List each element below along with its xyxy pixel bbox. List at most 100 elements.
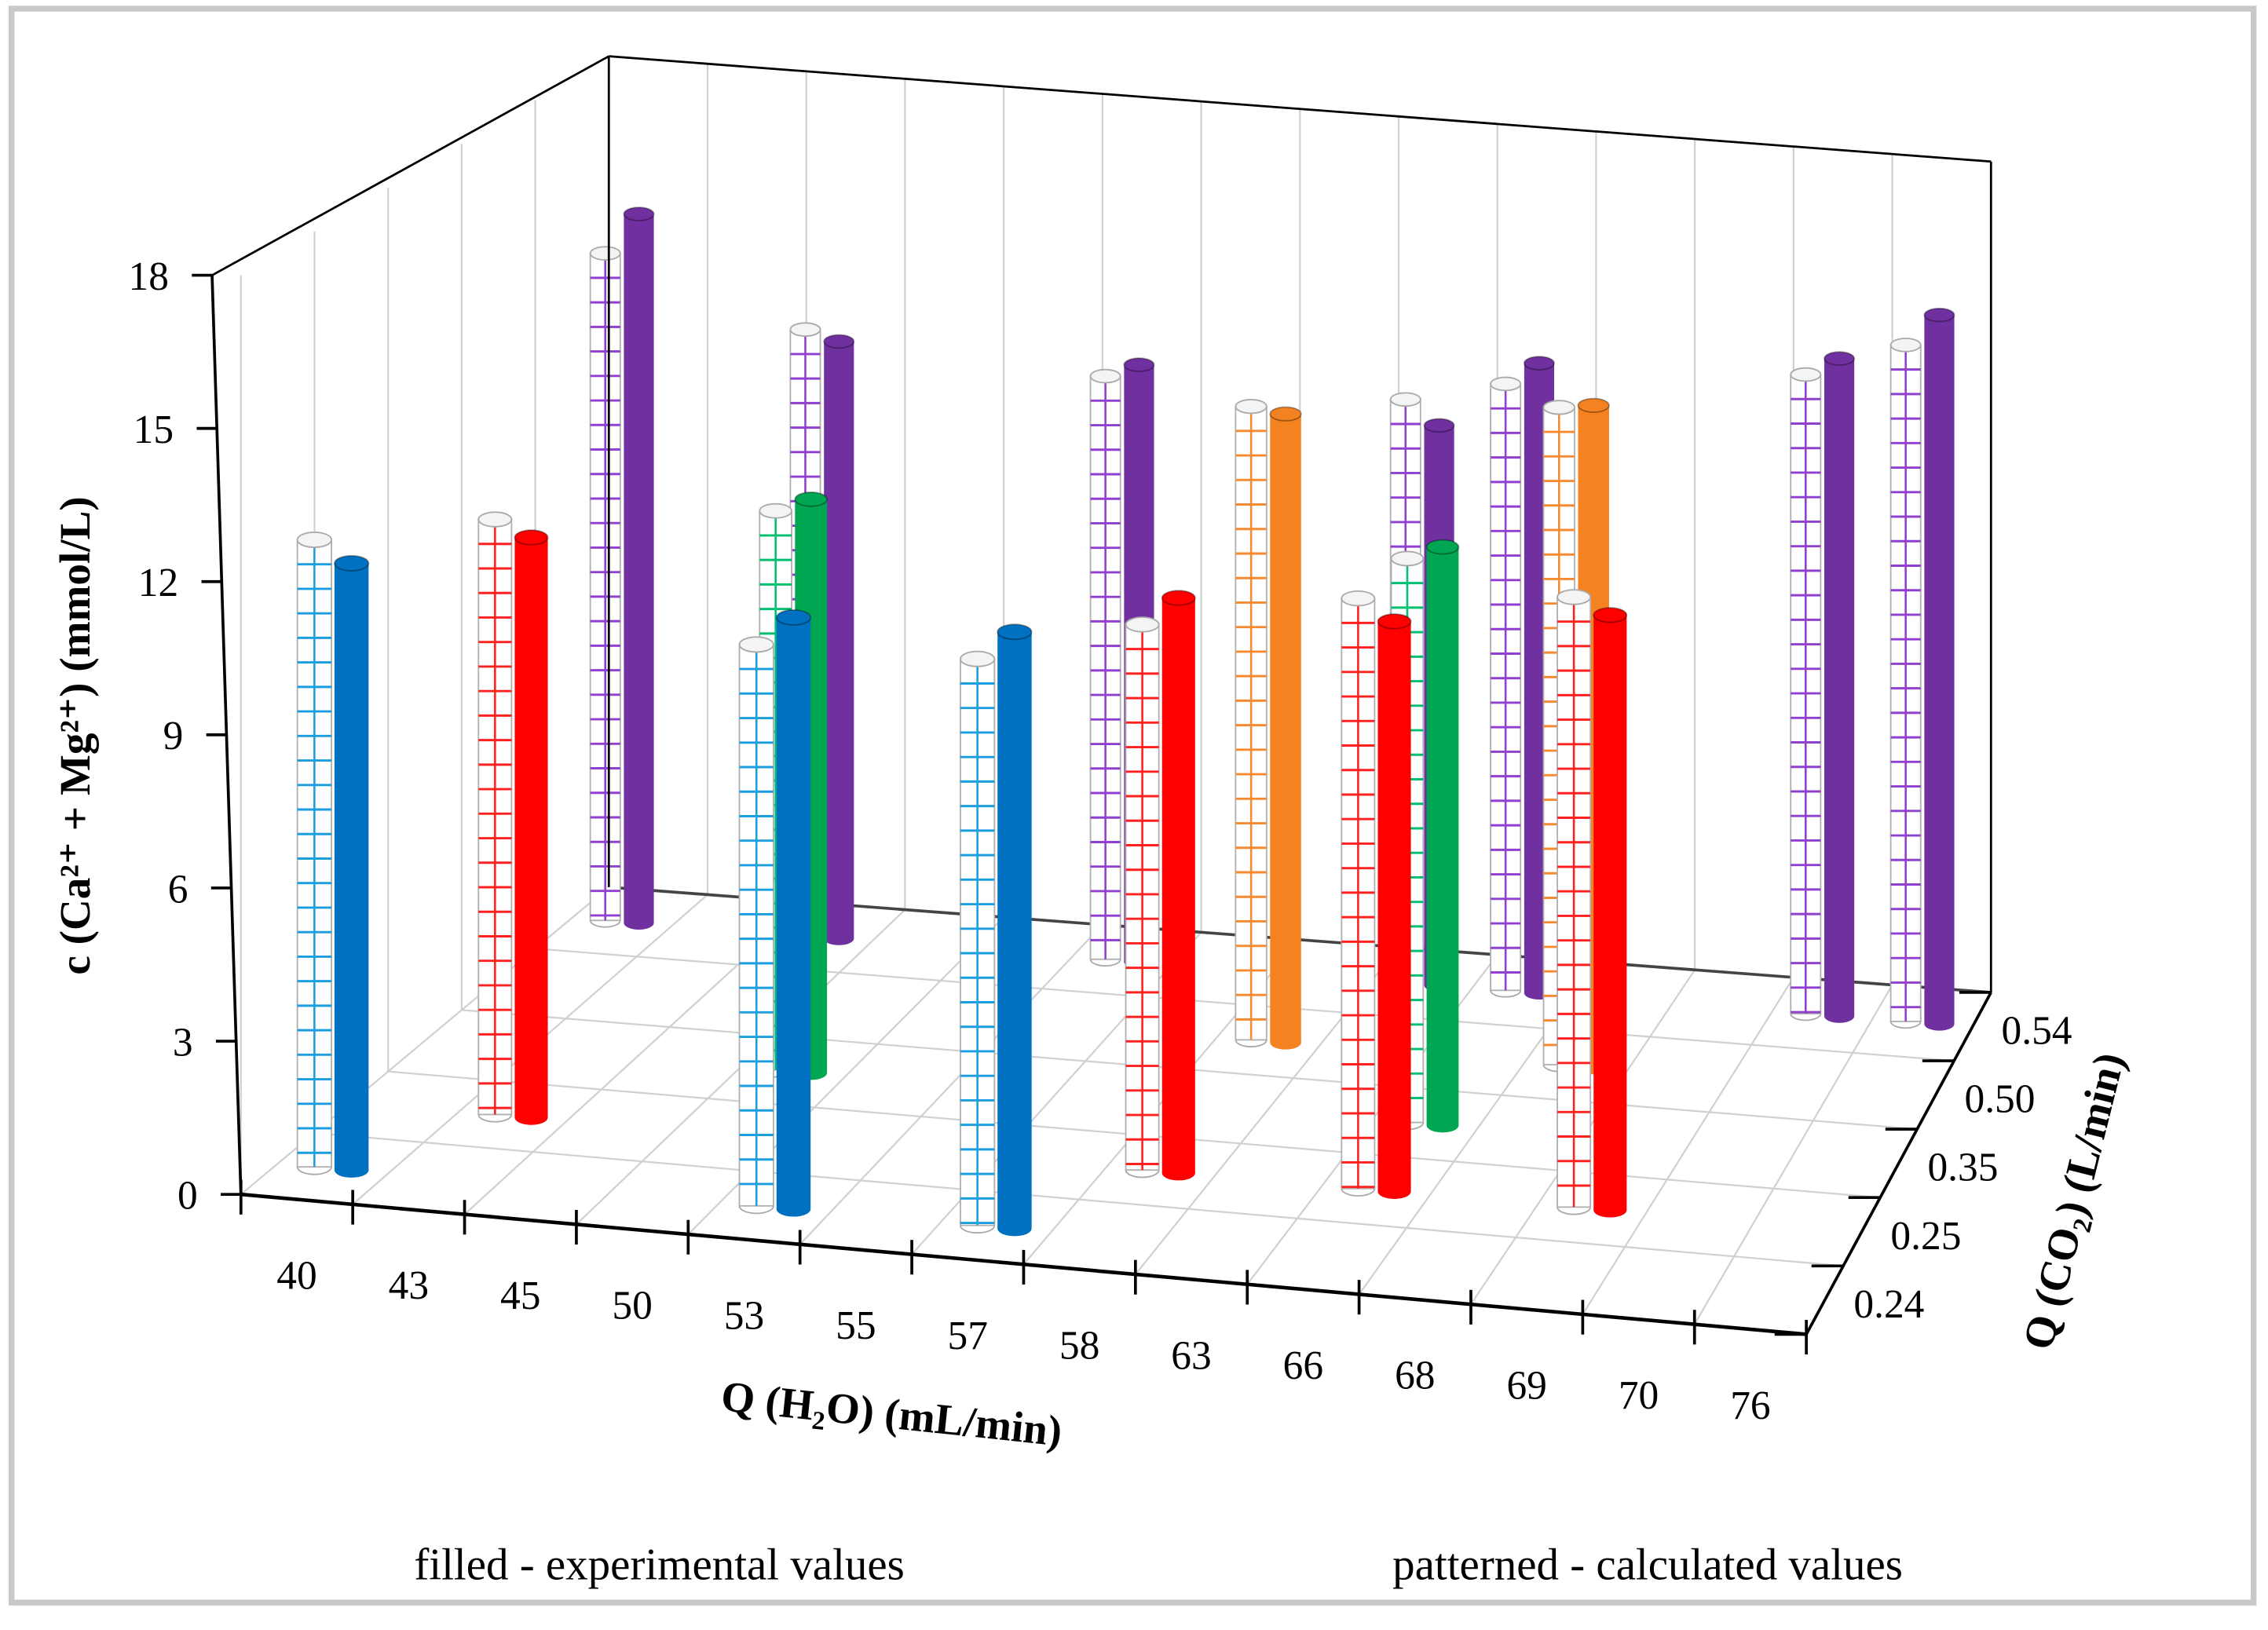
bar-top	[1425, 539, 1460, 555]
bar-experimental	[1425, 539, 1460, 1133]
bar-top	[1889, 338, 1922, 353]
bar-body	[1377, 621, 1411, 1192]
bar-top	[1490, 376, 1522, 392]
bar-body	[334, 563, 369, 1171]
bar-body	[824, 341, 854, 939]
bar-top	[296, 531, 332, 548]
y-tick-label: 0	[177, 1174, 198, 1219]
bar-top	[1123, 357, 1155, 372]
bar-body	[1161, 598, 1195, 1174]
bar-top	[997, 623, 1033, 641]
floor-grid-line	[314, 1131, 1844, 1267]
x-tick-label: 50	[612, 1284, 652, 1328]
bar-body	[776, 617, 811, 1209]
bar-body	[1270, 414, 1301, 1043]
bar-calculated	[1235, 398, 1268, 1048]
bar-top	[477, 511, 513, 528]
bar-top	[1557, 589, 1592, 605]
bar-top	[1377, 613, 1412, 630]
bar-calculated	[477, 511, 513, 1123]
bar-top	[514, 529, 549, 546]
x-tick-label: 70	[1619, 1373, 1659, 1418]
bar-top	[1089, 368, 1121, 384]
bar-calculated	[1125, 616, 1160, 1179]
bar-top	[794, 491, 829, 507]
bar-experimental	[1161, 590, 1196, 1181]
bar-calculated	[589, 246, 621, 928]
y-tick-label: 12	[138, 561, 178, 605]
bar-top	[1389, 392, 1421, 408]
bar-experimental	[1269, 406, 1302, 1050]
bar-body	[997, 631, 1032, 1229]
bar-body	[1824, 358, 1855, 1017]
bar-calculated	[1790, 367, 1822, 1021]
bar-body	[1593, 615, 1627, 1211]
x-tick-label: 43	[389, 1263, 429, 1308]
bar-top	[1523, 356, 1555, 371]
bar-top	[589, 246, 621, 261]
bar-body	[624, 214, 654, 923]
z-tick-label: 0.50	[1964, 1077, 2035, 1122]
axes	[192, 55, 1992, 1355]
bar-top	[1341, 590, 1376, 607]
bar-experimental	[997, 623, 1033, 1237]
bar-experimental	[514, 529, 549, 1125]
z-tick-label: 0.35	[1927, 1146, 1998, 1190]
bar-calculated	[1557, 589, 1592, 1215]
y-tick-label: 18	[128, 254, 168, 299]
y-tick-label: 9	[163, 714, 184, 758]
bar-calculated	[1341, 590, 1376, 1197]
legend-patterned: patterned - calculated values	[1392, 1540, 1903, 1590]
bar-top	[1542, 400, 1575, 415]
bar-top	[775, 609, 812, 626]
x-tick-label: 53	[724, 1293, 764, 1338]
bar-top	[960, 650, 996, 667]
floor-grid-line	[799, 923, 1103, 1245]
x-tick-label: 69	[1506, 1363, 1546, 1408]
bar-experimental	[1593, 607, 1628, 1218]
bar-experimental	[334, 554, 370, 1178]
back-top-edge	[609, 55, 1992, 163]
z-tick-label: 0.54	[2002, 1009, 2072, 1054]
bar-calculated	[1089, 368, 1121, 967]
bar-calculated	[1889, 338, 1922, 1029]
x-tick-label: 40	[276, 1253, 316, 1298]
bars	[296, 206, 1955, 1237]
bar-top	[1923, 307, 1955, 323]
bar-experimental	[1377, 613, 1412, 1199]
bar-calculated	[1490, 376, 1522, 998]
bar-top	[1161, 590, 1196, 606]
bar-top	[1824, 351, 1856, 366]
bar-top	[1269, 406, 1302, 422]
bar-top	[1235, 398, 1268, 415]
x-tick-label: 66	[1283, 1343, 1323, 1388]
x-tick-label: 76	[1730, 1383, 1770, 1428]
bar-calculated	[960, 650, 996, 1234]
bar-body	[1426, 546, 1459, 1126]
bar-experimental	[1923, 307, 1955, 1031]
bar-top	[1125, 616, 1160, 633]
y-tick-label: 6	[168, 867, 188, 912]
y-tick-label: 15	[134, 408, 174, 452]
bar-experimental	[823, 334, 855, 945]
bar-body	[514, 537, 548, 1118]
left-top-edge	[211, 55, 609, 276]
bar-top	[789, 322, 821, 337]
bar-experimental	[775, 609, 812, 1217]
bar-experimental	[1824, 351, 1856, 1023]
bar-top	[759, 503, 792, 519]
bar-top	[1423, 418, 1455, 433]
bar-top	[1577, 397, 1610, 413]
legend-filled: filled - experimental values	[414, 1540, 904, 1590]
bar-top	[738, 636, 774, 653]
floor-grid-line	[1693, 984, 1893, 1325]
x-tick-label: 45	[500, 1274, 540, 1318]
z-tick-label: 0.24	[1853, 1282, 1924, 1327]
bar-experimental	[623, 206, 655, 930]
x-tick-label: 57	[948, 1314, 988, 1358]
bar-calculated	[738, 636, 774, 1215]
x-tick-label: 55	[836, 1303, 876, 1348]
z-axis-line	[1805, 992, 1992, 1336]
bar-top	[1390, 550, 1425, 567]
